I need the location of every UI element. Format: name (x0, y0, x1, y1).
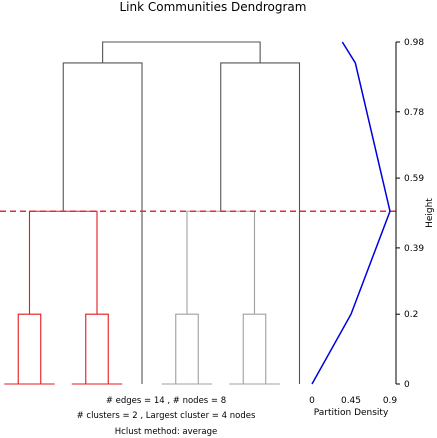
info-hclust-method: Hclust method: average (115, 427, 217, 437)
info-edges-nodes: # edges = 14 , # nodes = 8 (106, 396, 226, 406)
dendrogram (4, 41, 301, 385)
dendrogram-merge-6 (62, 62, 143, 384)
chart-title: Link Communities Dendrogram (120, 0, 307, 14)
density-tick-label-2: 0.9 (383, 396, 398, 406)
height-tick-label-3: 0.59 (404, 174, 424, 184)
partition-density-plot (311, 41, 391, 385)
dendrogram-merge-3 (175, 313, 199, 384)
partition-density-label: Partition Density (314, 408, 389, 418)
dendrogram-merge-1 (85, 313, 109, 384)
dendrogram-merge-8 (102, 41, 261, 63)
height-tick-label-1: 0.2 (404, 310, 418, 320)
dendrogram-merge-4 (242, 313, 267, 384)
density-tick-label-1: 0.45 (341, 396, 361, 406)
height-tick-label-5: 0.98 (404, 38, 424, 48)
height-axis: 0 0.2 0.39 0.59 0.78 0.98 (395, 38, 424, 390)
partition-density-axis: 0 0.45 0.9 (309, 396, 397, 406)
height-tick-label-2: 0.39 (404, 244, 424, 254)
info-clusters: # clusters = 2 , Largest cluster = 4 nod… (77, 411, 256, 421)
dendrogram-merge-0 (17, 313, 42, 384)
partition-density-line (311, 41, 391, 385)
height-tick-label-4: 0.78 (404, 108, 424, 118)
dendrogram-merge-2 (28, 210, 98, 315)
density-tick-label-0: 0 (309, 396, 315, 406)
height-axis-label: Height (425, 198, 435, 228)
height-tick-label-0: 0 (404, 380, 410, 390)
dendrogram-merge-7 (220, 62, 301, 384)
dendrogram-merge-5 (186, 210, 256, 315)
